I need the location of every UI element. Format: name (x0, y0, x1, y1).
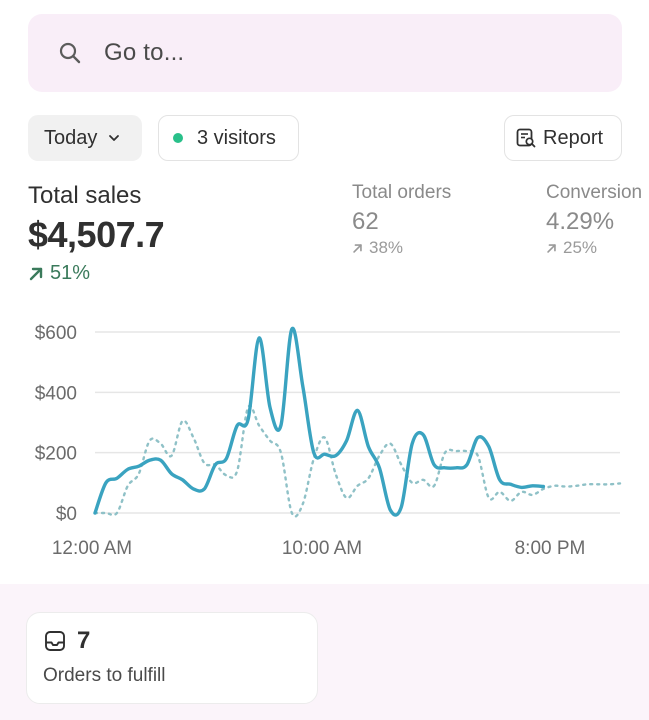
arrow-up-right-icon (547, 243, 556, 253)
live-dot-icon (173, 133, 183, 143)
conversion-value: 4.29% (546, 208, 615, 235)
y-tick-label: $0 (56, 504, 77, 525)
chart-grid (95, 331, 620, 514)
sales-chart[interactable]: $0 $200 $400 $600 12:00 AM 10:00 AM 8:00 PM (0, 310, 649, 570)
y-tick-label: $400 (35, 383, 77, 404)
total-orders-label: Total orders (352, 182, 452, 203)
total-sales-delta: 51% (28, 262, 164, 285)
report-icon (516, 128, 536, 148)
arrow-up-right-icon (353, 243, 362, 253)
chart-series (93, 326, 622, 518)
report-label: Report (543, 126, 604, 149)
total-sales-delta-value: 51% (50, 262, 91, 284)
y-axis-labels: $0 $200 $400 $600 (35, 323, 77, 525)
y-tick-label: $600 (35, 323, 77, 344)
total-sales-label: Total sales (28, 182, 142, 209)
search-bar[interactable]: Go to... (28, 14, 622, 92)
chevron-down-icon (109, 135, 120, 141)
conversion-delta: 25% (546, 238, 649, 258)
total-sales-value: $4,507.7 (28, 214, 165, 255)
report-button[interactable]: Report (504, 115, 622, 161)
x-tick-label: 12:00 AM (52, 538, 132, 559)
orders-to-fulfill-card[interactable]: 7 Orders to fulfill (26, 612, 318, 704)
orders-count: 7 (77, 627, 91, 654)
search-input[interactable]: Go to... (104, 39, 185, 66)
total-orders-delta-value: 38% (369, 238, 404, 257)
visitors-label: 3 visitors (197, 126, 276, 149)
inbox-icon (45, 631, 65, 651)
y-tick-label: $200 (35, 444, 77, 465)
total-orders-value: 62 (352, 208, 379, 235)
conversion-label: Conversion (546, 182, 643, 203)
total-orders-metric[interactable]: Total orders 62 38% (352, 182, 451, 258)
x-tick-label: 10:00 AM (282, 538, 362, 559)
series-line-today (93, 326, 546, 517)
arrow-up-right-icon (29, 267, 43, 280)
conversion-metric[interactable]: Conversion 4.29% 25% (546, 182, 649, 258)
date-range-label: Today (44, 126, 98, 149)
total-orders-delta: 38% (352, 238, 451, 258)
orders-label: Orders to fulfill (43, 665, 166, 686)
live-visitors-button[interactable]: 3 visitors (158, 115, 299, 161)
series-line-previous (93, 404, 622, 518)
total-sales-metric[interactable]: Total sales $4,507.7 51% (28, 182, 165, 285)
conversion-delta-value: 25% (563, 238, 598, 257)
search-icon (59, 42, 81, 64)
filter-bar: Today 3 visitors Report (28, 115, 622, 161)
date-range-button[interactable]: Today (28, 115, 142, 161)
x-tick-label: 8:00 PM (515, 538, 586, 559)
x-axis-labels: 12:00 AM 10:00 AM 8:00 PM (52, 538, 586, 559)
